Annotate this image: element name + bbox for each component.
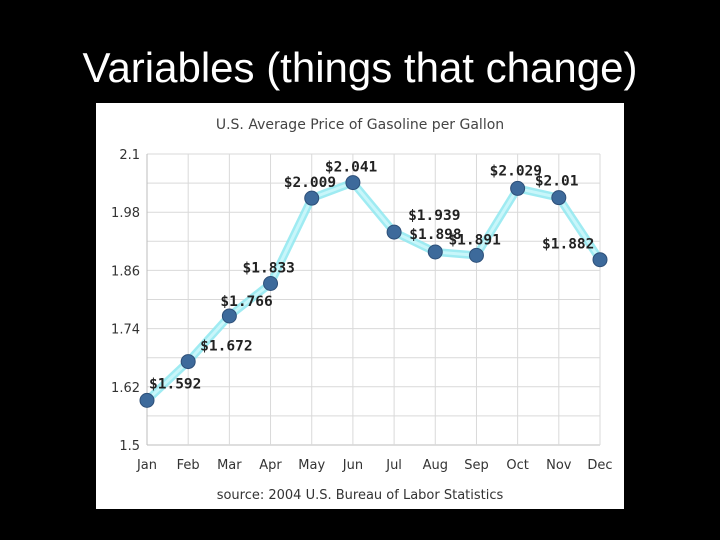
- data-label: $1.672: [200, 339, 252, 355]
- data-label: $1.766: [220, 294, 272, 310]
- y-tick-label: 2.1: [119, 148, 140, 163]
- data-label: $2.009: [284, 175, 336, 191]
- x-tick-label: Mar: [217, 458, 242, 473]
- data-label: $2.041: [325, 160, 378, 176]
- data-point: [510, 180, 526, 196]
- data-point: [345, 175, 361, 191]
- marker-layer: [139, 175, 608, 408]
- data-point: [263, 275, 279, 291]
- data-label: $1.891: [448, 232, 501, 248]
- data-label: $1.592: [149, 376, 201, 392]
- label-layer: $1.592 $1.672 $1.766 $1.833 $2.009$2.041 $1.9…: [149, 160, 594, 393]
- x-tick-label: May: [298, 458, 325, 473]
- series-line-glow: [143, 178, 604, 405]
- line-layer: [143, 178, 604, 405]
- x-tick-label: Sep: [464, 458, 489, 473]
- chart-source: source: 2004 U.S. Bureau of Labor Statis…: [217, 488, 504, 503]
- chart-title: U.S. Average Price of Gasoline per Gallo…: [216, 117, 504, 133]
- y-tick-label: 1.62: [111, 381, 140, 396]
- data-point: [592, 252, 608, 268]
- x-tick-label: Jun: [342, 458, 363, 473]
- data-label: $2.01: [535, 174, 579, 190]
- y-tick-label: 1.5: [119, 439, 140, 454]
- chart-panel: 1.5 1.62 1.74 1.86 1.98 2.1 Jan Feb Mar Apr May Jun…: [96, 103, 624, 509]
- data-point: [386, 224, 402, 240]
- data-point: [180, 354, 196, 370]
- y-tick-label: 1.86: [111, 264, 140, 279]
- data-point: [139, 392, 155, 408]
- grid-layer: [146, 153, 601, 446]
- data-label: $1.898: [409, 227, 461, 243]
- data-label: $1.939: [408, 208, 460, 224]
- data-point: [427, 244, 443, 260]
- y-tick-label: 1.98: [111, 206, 140, 221]
- x-tick-label: Aug: [423, 458, 448, 473]
- data-point: [304, 190, 320, 206]
- data-label: $1.882: [542, 237, 594, 253]
- data-point: [468, 247, 484, 263]
- x-tick-label: Oct: [506, 458, 528, 473]
- x-tick-label: Dec: [587, 458, 612, 473]
- x-tick-label: Apr: [259, 458, 282, 473]
- data-point: [221, 308, 237, 324]
- x-tick-label: Jan: [136, 458, 157, 473]
- y-tick-label: 1.74: [111, 323, 140, 338]
- series-line: [145, 181, 602, 402]
- slide-title: Variables (things that change): [82, 44, 638, 91]
- data-label: $1.833: [243, 260, 295, 276]
- axis-layer: 1.5 1.62 1.74 1.86 1.98 2.1 Jan Feb Mar Apr May Jun…: [111, 148, 613, 473]
- x-tick-label: Nov: [546, 458, 572, 473]
- x-tick-label: Jul: [385, 458, 402, 473]
- x-tick-label: Feb: [177, 458, 200, 473]
- line-chart: 1.5 1.62 1.74 1.86 1.98 2.1 Jan Feb Mar Apr May Jun…: [111, 117, 613, 503]
- data-label: $2.029: [490, 163, 542, 179]
- data-point: [551, 190, 567, 206]
